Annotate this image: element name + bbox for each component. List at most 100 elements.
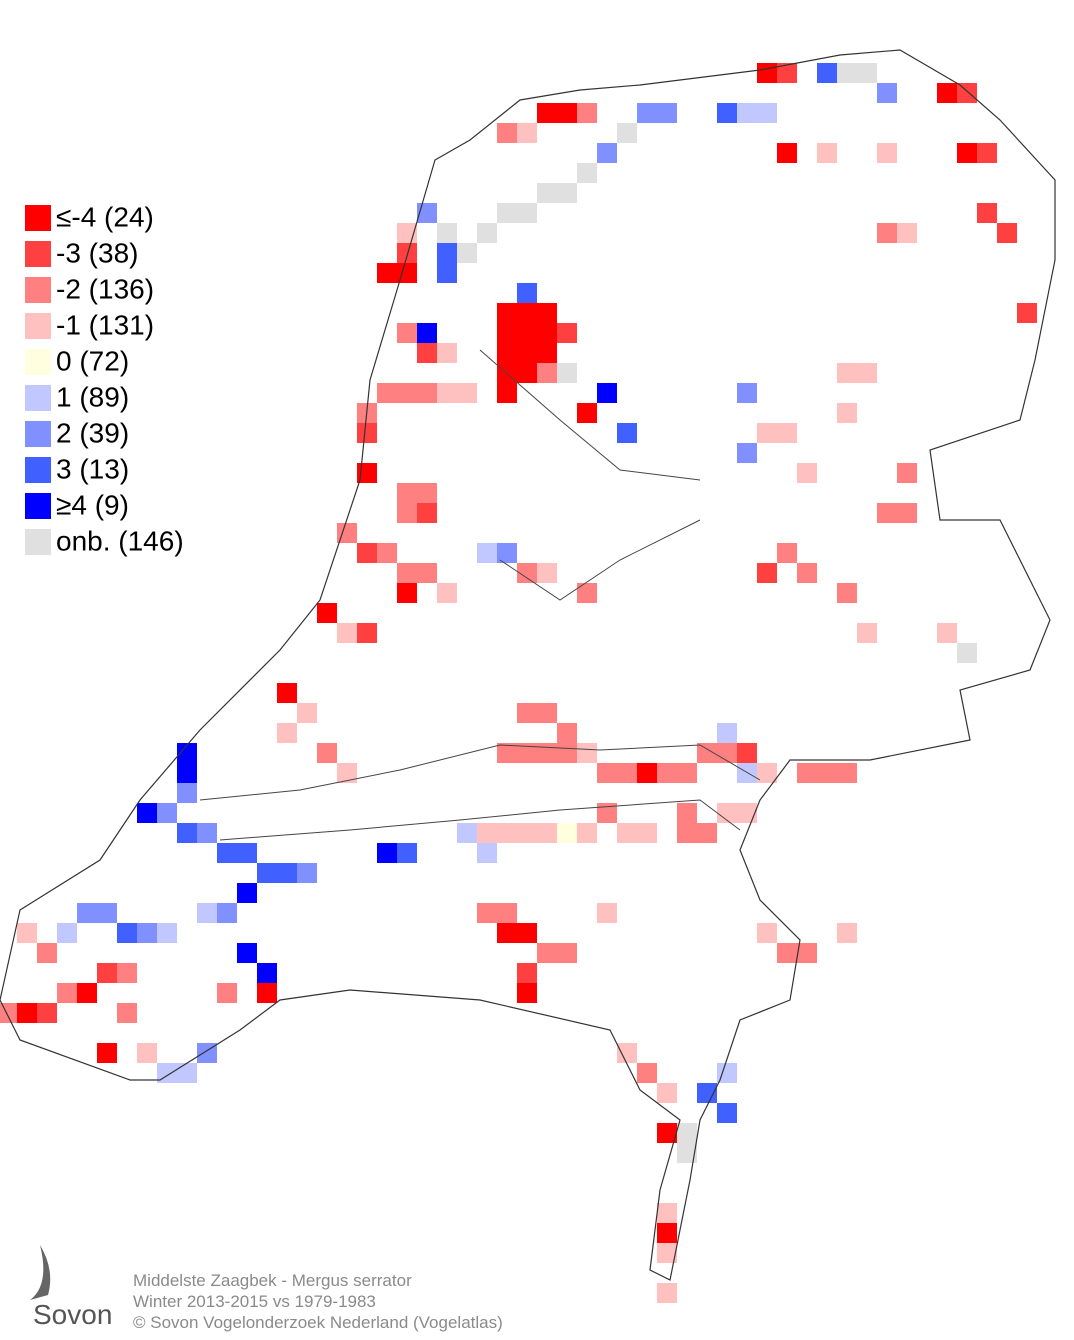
grid-cell <box>497 323 517 343</box>
grid-cell <box>537 703 557 723</box>
grid-cell <box>557 363 577 383</box>
grid-cell <box>317 603 337 623</box>
grid-cell <box>437 383 457 403</box>
grid-cell <box>857 363 877 383</box>
legend-label: 3 (13) <box>56 453 129 484</box>
grid-cell <box>297 703 317 723</box>
grid-cell <box>517 923 537 943</box>
grid-cell <box>757 763 777 783</box>
grid-cell <box>837 583 857 603</box>
logo: Sovon <box>30 1245 112 1330</box>
grid-cell <box>657 1283 677 1303</box>
legend-swatch <box>25 313 51 339</box>
grid-cell <box>157 923 177 943</box>
grid-cell <box>777 143 797 163</box>
grid-cell <box>557 823 577 843</box>
grid-cells <box>0 63 1037 1303</box>
grid-cell <box>557 723 577 743</box>
grid-cell <box>937 83 957 103</box>
grid-cell <box>217 983 237 1003</box>
grid-cell <box>677 763 697 783</box>
grid-cell <box>397 583 417 603</box>
grid-cell <box>657 763 677 783</box>
grid-cell <box>837 763 857 783</box>
grid-cell <box>617 123 637 143</box>
grid-cell <box>217 843 237 863</box>
grid-cell <box>117 963 137 983</box>
grid-cell <box>137 1043 157 1063</box>
grid-cell <box>437 263 457 283</box>
grid-cell <box>517 963 537 983</box>
grid-cell <box>697 743 717 763</box>
grid-cell <box>357 543 377 563</box>
footer-line: Winter 2013-2015 vs 1979-1983 <box>133 1292 376 1311</box>
grid-cell <box>437 223 457 243</box>
grid-cell <box>197 903 217 923</box>
grid-cell <box>637 823 657 843</box>
grid-cell <box>17 1003 37 1023</box>
grid-cell <box>537 363 557 383</box>
grid-cell <box>397 323 417 343</box>
grid-cell <box>777 543 797 563</box>
footer-line: © Sovon Vogelonderzoek Nederland (Vogela… <box>133 1313 503 1332</box>
rivers <box>199 349 761 841</box>
grid-cell <box>897 503 917 523</box>
grid-cell <box>597 903 617 923</box>
grid-cell <box>557 103 577 123</box>
grid-cell <box>97 903 117 923</box>
grid-cell <box>577 403 597 423</box>
grid-cell <box>257 963 277 983</box>
grid-cell <box>497 823 517 843</box>
grid-cell <box>697 1083 717 1103</box>
grid-cell <box>797 943 817 963</box>
grid-cell <box>257 983 277 1003</box>
grid-cell <box>577 103 597 123</box>
grid-cell <box>417 203 437 223</box>
grid-cell <box>417 503 437 523</box>
grid-cell <box>797 563 817 583</box>
grid-cell <box>857 63 877 83</box>
grid-cell <box>397 263 417 283</box>
grid-cell <box>737 443 757 463</box>
grid-cell <box>457 823 477 843</box>
grid-cell <box>837 63 857 83</box>
grid-cell <box>1017 303 1037 323</box>
grid-cell <box>437 343 457 363</box>
grid-cell <box>517 303 537 323</box>
grid-cell <box>677 803 697 823</box>
grid-cell <box>517 983 537 1003</box>
grid-cell <box>657 103 677 123</box>
grid-cell <box>417 323 437 343</box>
grid-cell <box>517 323 537 343</box>
grid-cell <box>717 743 737 763</box>
grid-cell <box>217 903 237 923</box>
grid-cell <box>737 103 757 123</box>
grid-cell <box>397 383 417 403</box>
grid-cell <box>477 543 497 563</box>
grid-cell <box>797 763 817 783</box>
grid-cell <box>497 343 517 363</box>
grid-cell <box>657 1083 677 1103</box>
grid-cell <box>637 103 657 123</box>
grid-cell <box>497 303 517 323</box>
grid-cell <box>957 83 977 103</box>
grid-cell <box>737 803 757 823</box>
legend-swatch <box>25 277 51 303</box>
grid-cell <box>117 1003 137 1023</box>
grid-cell <box>137 803 157 823</box>
grid-cell <box>417 343 437 363</box>
grid-cell <box>537 103 557 123</box>
grid-cell <box>277 863 297 883</box>
grid-cell <box>77 903 97 923</box>
grid-cell <box>377 543 397 563</box>
grid-cell <box>397 563 417 583</box>
grid-cell <box>657 1223 677 1243</box>
grid-cell <box>757 923 777 943</box>
grid-cell <box>837 923 857 943</box>
grid-cell <box>377 263 397 283</box>
grid-cell <box>677 823 697 843</box>
country-outline <box>0 49 1056 1281</box>
grid-cell <box>177 783 197 803</box>
footer-line: Middelste Zaagbek - Mergus serrator <box>133 1271 412 1290</box>
